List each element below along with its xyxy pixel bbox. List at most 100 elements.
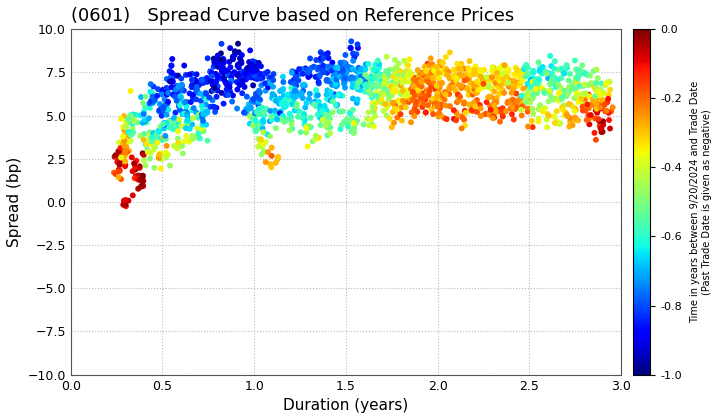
Point	[257, 143, 269, 150]
Point	[413, 86, 425, 93]
Point	[365, 78, 377, 84]
Point	[282, 116, 293, 123]
Point	[134, 163, 145, 170]
Point	[244, 74, 256, 80]
Point	[598, 121, 609, 128]
Point	[145, 89, 156, 95]
Point	[158, 153, 170, 160]
Point	[119, 136, 130, 143]
Point	[245, 67, 256, 74]
Point	[411, 107, 423, 114]
Point	[397, 74, 408, 81]
Point	[137, 120, 148, 126]
Point	[330, 81, 341, 87]
Point	[381, 82, 392, 89]
Point	[265, 76, 276, 83]
Point	[420, 68, 431, 75]
Point	[387, 73, 399, 79]
Point	[115, 157, 127, 163]
Point	[349, 75, 361, 81]
Point	[217, 70, 229, 76]
Point	[482, 81, 494, 87]
Point	[327, 98, 338, 105]
Point	[204, 94, 215, 101]
Point	[179, 110, 190, 117]
Point	[595, 125, 606, 131]
Point	[264, 74, 275, 81]
Point	[386, 92, 397, 99]
Point	[603, 110, 614, 116]
Point	[549, 79, 561, 85]
Point	[300, 129, 312, 136]
Point	[590, 97, 602, 104]
Point	[186, 76, 198, 83]
Point	[407, 79, 418, 86]
Point	[527, 79, 539, 85]
Point	[168, 126, 180, 132]
Point	[258, 119, 269, 126]
Point	[401, 62, 413, 68]
Point	[587, 100, 598, 107]
Point	[259, 70, 271, 77]
Point	[429, 102, 441, 109]
Point	[498, 89, 510, 96]
Point	[120, 201, 131, 208]
Point	[512, 79, 523, 86]
Point	[495, 86, 507, 92]
Point	[167, 126, 179, 132]
Point	[114, 144, 126, 151]
Point	[170, 121, 181, 128]
Point	[521, 94, 533, 101]
Point	[310, 92, 322, 99]
Point	[469, 87, 481, 94]
Point	[222, 71, 233, 78]
Point	[509, 101, 521, 108]
Point	[130, 158, 142, 164]
Point	[194, 90, 206, 97]
Point	[197, 121, 208, 128]
Point	[564, 87, 575, 94]
Point	[184, 126, 196, 132]
Point	[521, 91, 533, 97]
Point	[284, 127, 295, 134]
Point	[153, 108, 165, 115]
Point	[517, 77, 528, 84]
Point	[202, 109, 213, 116]
Point	[289, 107, 300, 114]
Point	[307, 138, 318, 144]
Point	[459, 116, 470, 123]
Point	[120, 197, 132, 203]
Point	[191, 71, 202, 78]
Point	[120, 162, 131, 168]
Point	[402, 78, 413, 85]
Point	[129, 160, 140, 167]
Point	[401, 92, 413, 99]
Point	[390, 66, 402, 72]
Point	[258, 148, 270, 155]
Point	[181, 121, 193, 128]
Point	[243, 59, 255, 66]
Point	[343, 64, 354, 71]
Point	[567, 122, 578, 129]
Point	[503, 66, 514, 73]
Point	[173, 100, 184, 106]
Point	[413, 90, 424, 97]
Point	[451, 78, 462, 85]
Point	[108, 169, 120, 176]
Point	[372, 83, 383, 89]
Point	[426, 84, 437, 90]
Point	[320, 123, 332, 129]
Point	[388, 119, 400, 126]
Point	[310, 57, 322, 63]
Point	[260, 87, 271, 94]
Point	[364, 86, 375, 92]
Point	[165, 74, 176, 80]
Point	[366, 73, 377, 79]
Point	[506, 81, 518, 87]
Point	[206, 69, 217, 76]
Point	[419, 93, 431, 100]
Point	[484, 74, 495, 81]
Point	[508, 97, 519, 103]
Point	[353, 74, 364, 80]
Point	[252, 143, 264, 150]
